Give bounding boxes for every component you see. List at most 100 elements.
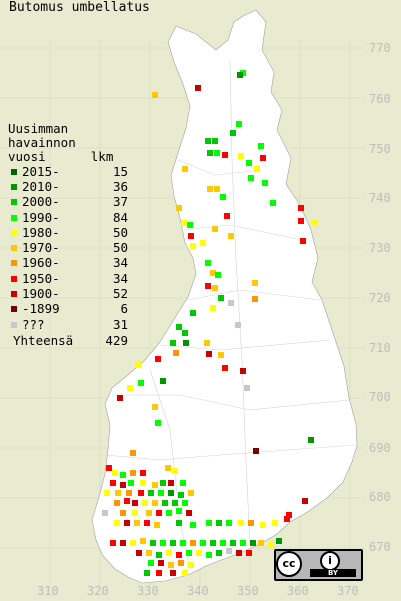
legend-swatch [11,214,17,221]
occurrence-square [272,520,278,526]
legend-heading-2: havainnon [8,135,76,151]
occurrence-square [181,220,187,226]
occurrence-square [224,213,230,219]
occurrence-square [258,143,264,149]
legend-row: 2010- 36 [8,179,128,195]
occurrence-square [135,362,141,368]
occurrence-square [176,520,182,526]
occurrence-square [244,385,250,391]
occurrence-square [252,296,258,302]
occurrence-square [173,350,179,356]
legend-row: 2015- 15 [8,164,128,180]
occurrence-square [178,492,184,498]
occurrence-square [104,490,110,496]
occurrence-square [253,448,259,454]
x-axis-label: 360 [287,584,309,598]
occurrence-square [160,480,166,486]
occurrence-square [176,552,182,558]
occurrence-square [168,490,174,496]
occurrence-square [130,470,136,476]
occurrence-square [152,500,158,506]
legend-count: 36 [112,178,128,194]
occurrence-square [148,560,154,566]
license-badge[interactable]: cc i BY [274,549,363,581]
occurrence-square [210,270,216,276]
map-title: Butomus umbellatus [9,0,150,15]
occurrence-square [298,218,304,224]
y-axis-label: 680 [369,490,391,504]
legend-count: 84 [112,209,128,225]
legend-label: 2000- [22,194,60,210]
occurrence-square [178,560,184,566]
occurrence-square [182,166,188,172]
occurrence-square [222,365,228,371]
occurrence-square [210,305,216,311]
municipality-borders [104,59,357,571]
occurrence-square [114,520,120,526]
legend-swatch [11,183,17,190]
legend-row: 1980- 50 [8,224,128,241]
occurrence-square [158,560,164,566]
occurrence-square [182,500,188,506]
occurrence-square [138,380,144,386]
occurrence-square [205,283,211,289]
legend-heading-3: vuosi lkm [8,149,114,165]
occurrence-square [190,310,196,316]
occurrence-square [182,570,188,576]
occurrence-square [206,520,212,526]
legend-row: 1900- 52 [8,285,128,302]
occurrence-square [170,570,176,576]
occurrence-square [200,540,206,546]
occurrence-square [214,186,220,192]
legend-label: 1900- [22,285,60,301]
legend-count: 31 [112,316,128,332]
occurrence-square [206,552,212,558]
legend-count: 6 [120,301,128,317]
occurrence-square [205,260,211,266]
occurrence-square [112,470,118,476]
occurrence-squares [102,70,318,576]
occurrence-square [226,548,232,554]
occurrence-square [152,404,158,410]
legend-label: 1980- [22,224,60,240]
occurrence-square [302,498,308,504]
legend-count: 50 [112,224,128,240]
occurrence-square [230,130,236,136]
occurrence-square [110,480,116,486]
occurrence-square [152,92,158,98]
occurrence-square [206,351,212,357]
occurrence-square [260,155,266,161]
legend-swatch [11,290,17,297]
occurrence-square [246,160,252,166]
legend-label: ??? [22,316,45,332]
legend-swatch [11,229,17,236]
occurrence-square [120,472,126,478]
legend-swatch [11,199,17,206]
occurrence-square [162,500,168,506]
x-axis-label: 340 [187,584,209,598]
occurrence-square [220,194,226,200]
occurrence-square [258,540,264,546]
y-axis-label: 740 [369,191,391,205]
occurrence-square [298,205,304,211]
x-axis-label: 310 [37,584,59,598]
occurrence-square [146,550,152,556]
x-axis-label: 370 [337,584,359,598]
occurrence-square [183,340,189,346]
occurrence-square [308,437,314,443]
occurrence-square [168,562,174,568]
x-axis-label: 330 [137,584,159,598]
occurrence-square [190,522,196,528]
occurrence-square [176,508,182,514]
legend-total-label: Yhteensä [13,332,74,348]
legend-rows: 2015- 15 2010- 36 2000- 37 1990- 84 1980- 50 1970-… [8,164,128,333]
y-axis-label: 770 [369,41,391,55]
occurrence-square [144,570,150,576]
legend-label: -1899 [22,301,60,317]
occurrence-square [212,226,218,232]
occurrence-square [207,186,213,192]
occurrence-square [254,166,260,172]
occurrence-square [215,272,221,278]
occurrence-square [134,520,140,526]
